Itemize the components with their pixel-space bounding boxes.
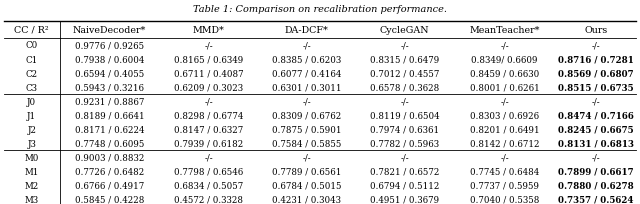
Text: 0.8303 / 0.6926: 0.8303 / 0.6926 [470,111,540,120]
Text: 0.8189 / 0.6641: 0.8189 / 0.6641 [75,111,145,120]
Text: M1: M1 [24,167,39,176]
Text: 0.7875 / 0.5901: 0.7875 / 0.5901 [272,125,341,134]
Text: 0.7040 / 0.5358: 0.7040 / 0.5358 [470,195,540,204]
Text: -/-: -/- [204,41,212,50]
Text: 0.4231 / 0.3043: 0.4231 / 0.3043 [272,195,341,204]
Text: -/-: -/- [302,41,311,50]
Text: 0.6834 / 0.5057: 0.6834 / 0.5057 [174,181,243,190]
Text: C3: C3 [26,83,38,92]
Text: C0: C0 [26,41,38,50]
Text: 0.8569 / 0.6807: 0.8569 / 0.6807 [558,69,634,78]
Text: 0.8459 / 0.6630: 0.8459 / 0.6630 [470,69,540,78]
Text: -/-: -/- [401,97,409,106]
Text: 0.7899 / 0.6617: 0.7899 / 0.6617 [558,167,634,176]
Text: -/-: -/- [204,97,212,106]
Text: C1: C1 [26,55,38,64]
Text: 0.8119 / 0.6504: 0.8119 / 0.6504 [370,111,440,120]
Text: 0.6711 / 0.4087: 0.6711 / 0.4087 [173,69,243,78]
Text: M0: M0 [24,153,39,162]
Text: 0.7798 / 0.6546: 0.7798 / 0.6546 [174,167,243,176]
Text: 0.6594 / 0.4055: 0.6594 / 0.4055 [75,69,144,78]
Text: -/-: -/- [302,153,311,162]
Text: 0.5943 / 0.3216: 0.5943 / 0.3216 [75,83,144,92]
Text: 0.7726 / 0.6482: 0.7726 / 0.6482 [75,167,144,176]
Text: 0.8298 / 0.6774: 0.8298 / 0.6774 [174,111,243,120]
Text: 0.8165 / 0.6349: 0.8165 / 0.6349 [174,55,243,64]
Text: -/-: -/- [500,41,509,50]
Text: 0.6784 / 0.5015: 0.6784 / 0.5015 [272,181,341,190]
Text: 0.8245 / 0.6675: 0.8245 / 0.6675 [558,125,634,134]
Text: NaiveDecoder*: NaiveDecoder* [73,26,147,34]
Text: CycleGAN: CycleGAN [380,26,429,34]
Text: 0.8131 / 0.6813: 0.8131 / 0.6813 [558,139,634,148]
Text: 0.9776 / 0.9265: 0.9776 / 0.9265 [75,41,144,50]
Text: 0.8309 / 0.6762: 0.8309 / 0.6762 [272,111,341,120]
Text: -/-: -/- [204,153,212,162]
Text: MeanTeacher*: MeanTeacher* [470,26,540,34]
Text: 0.6578 / 0.3628: 0.6578 / 0.3628 [370,83,439,92]
Text: 0.7974 / 0.6361: 0.7974 / 0.6361 [370,125,439,134]
Text: 0.7880 / 0.6278: 0.7880 / 0.6278 [558,181,634,190]
Text: -/-: -/- [500,153,509,162]
Text: M2: M2 [25,181,39,190]
Text: C2: C2 [26,69,38,78]
Text: -/-: -/- [302,97,311,106]
Text: 0.7939 / 0.6182: 0.7939 / 0.6182 [174,139,243,148]
Text: 0.6209 / 0.3023: 0.6209 / 0.3023 [174,83,243,92]
Text: -/-: -/- [401,153,409,162]
Text: J1: J1 [28,111,36,120]
Text: 0.7012 / 0.4557: 0.7012 / 0.4557 [370,69,440,78]
Text: 0.7745 / 0.6484: 0.7745 / 0.6484 [470,167,540,176]
Text: 0.4572 / 0.3328: 0.4572 / 0.3328 [174,195,243,204]
Text: J2: J2 [28,125,36,134]
Text: 0.7782 / 0.5963: 0.7782 / 0.5963 [370,139,439,148]
Text: 0.7357 / 0.5624: 0.7357 / 0.5624 [558,195,634,204]
Text: 0.7584 / 0.5855: 0.7584 / 0.5855 [272,139,341,148]
Text: 0.4951 / 0.3679: 0.4951 / 0.3679 [370,195,439,204]
Text: 0.8147 / 0.6327: 0.8147 / 0.6327 [174,125,243,134]
Text: 0.9003 / 0.8832: 0.9003 / 0.8832 [75,153,144,162]
Text: 0.6794 / 0.5112: 0.6794 / 0.5112 [370,181,440,190]
Text: 0.7737 / 0.5959: 0.7737 / 0.5959 [470,181,540,190]
Text: -/-: -/- [500,97,509,106]
Text: 0.8315 / 0.6479: 0.8315 / 0.6479 [370,55,439,64]
Text: -/-: -/- [591,153,600,162]
Text: 0.8474 / 0.7166: 0.8474 / 0.7166 [558,111,634,120]
Text: 0.8349/ 0.6609: 0.8349/ 0.6609 [472,55,538,64]
Text: CC / R²: CC / R² [15,26,49,34]
Text: J3: J3 [28,139,36,148]
Text: J0: J0 [28,97,36,106]
Text: 0.8171 / 0.6224: 0.8171 / 0.6224 [75,125,145,134]
Text: M3: M3 [25,195,39,204]
Text: 0.6766 / 0.4917: 0.6766 / 0.4917 [75,181,144,190]
Text: 0.5845 / 0.4228: 0.5845 / 0.4228 [75,195,144,204]
Text: 0.9231 / 0.8867: 0.9231 / 0.8867 [75,97,144,106]
Text: 0.6301 / 0.3011: 0.6301 / 0.3011 [272,83,341,92]
Text: 0.8385 / 0.6203: 0.8385 / 0.6203 [272,55,341,64]
Text: 0.7938 / 0.6004: 0.7938 / 0.6004 [75,55,144,64]
Text: 0.8515 / 0.6735: 0.8515 / 0.6735 [558,83,634,92]
Text: 0.8201 / 0.6491: 0.8201 / 0.6491 [470,125,540,134]
Text: 0.8142 / 0.6712: 0.8142 / 0.6712 [470,139,540,148]
Text: -/-: -/- [591,41,600,50]
Text: -/-: -/- [401,41,409,50]
Text: DA-DCF*: DA-DCF* [285,26,328,34]
Text: 0.7789 / 0.6561: 0.7789 / 0.6561 [272,167,341,176]
Text: Table 1: Comparison on recalibration performance.: Table 1: Comparison on recalibration per… [193,5,447,14]
Text: 0.7821 / 0.6572: 0.7821 / 0.6572 [370,167,440,176]
Text: 0.7748 / 0.6095: 0.7748 / 0.6095 [75,139,144,148]
Text: 0.6077 / 0.4164: 0.6077 / 0.4164 [272,69,341,78]
Text: -/-: -/- [591,97,600,106]
Text: MMD*: MMD* [193,26,225,34]
Text: Ours: Ours [584,26,607,34]
Text: 0.8716 / 0.7281: 0.8716 / 0.7281 [558,55,634,64]
Text: 0.8001 / 0.6261: 0.8001 / 0.6261 [470,83,540,92]
